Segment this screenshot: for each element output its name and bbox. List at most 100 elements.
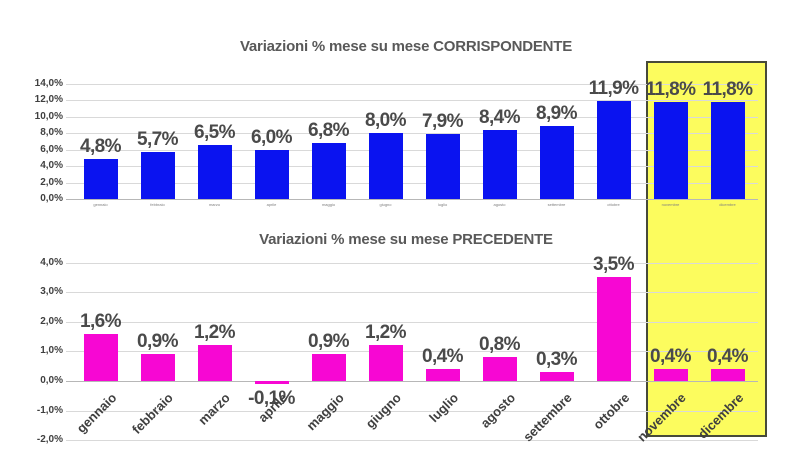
x-axis-label-gennaio: gennaio — [93, 202, 108, 207]
bar-agosto — [482, 129, 517, 199]
data-label-marzo: 1,2% — [194, 322, 236, 344]
x-axis-label-settembre: settembre — [520, 390, 576, 445]
bar-novembre — [653, 369, 688, 381]
gridline — [66, 133, 758, 134]
gridline — [66, 83, 758, 85]
bar-settembre — [539, 125, 574, 199]
x-axis-label-ottobre: ottobre — [607, 202, 620, 207]
x-axis-label-luglio: luglio — [425, 390, 462, 426]
data-label-luglio: 0,4% — [422, 346, 464, 368]
gridline — [66, 262, 758, 264]
x-axis-label-novembre: novembre — [634, 390, 690, 445]
data-label-luglio: 7,9% — [422, 110, 464, 132]
y-axis-tick-label: 0,0% — [40, 193, 63, 204]
gridline — [66, 292, 758, 294]
gridline — [66, 116, 758, 118]
bar-ottobre — [596, 100, 631, 199]
gridline — [66, 149, 758, 151]
bar-maggio — [311, 354, 346, 381]
x-axis-label-febbraio: febbraio — [129, 390, 177, 437]
y-axis-tick-label: 1,0% — [40, 345, 63, 357]
bar-luglio — [425, 133, 460, 199]
bar-ottobre — [596, 277, 631, 381]
chart-title-corrispondente: Variazioni % mese su mese CORRISPONDENTE — [239, 38, 573, 55]
bar-aprile — [254, 381, 289, 384]
chart-title-precedente: Variazioni % mese su mese PRECEDENTE — [259, 231, 553, 248]
x-axis-label-luglio: luglio — [437, 202, 448, 207]
data-label-giugno: 8,0% — [365, 110, 407, 131]
y-axis-tick-label: 2,0% — [40, 176, 63, 188]
y-axis-tick-label: 3,0% — [40, 286, 63, 298]
bar-febbraio — [140, 151, 175, 199]
bar-dicembre — [710, 369, 745, 381]
gridline — [66, 100, 758, 101]
data-label-gennaio: 1,6% — [80, 310, 122, 332]
y-axis-tick-label: 4,0% — [40, 160, 63, 171]
y-axis-tick-label: 14,0% — [34, 77, 63, 89]
gridline — [66, 351, 758, 353]
bar-marzo — [197, 145, 232, 199]
data-label-settembre: 8,9% — [536, 102, 578, 124]
data-label-novembre: 0,4% — [650, 346, 692, 368]
gridline — [66, 199, 758, 200]
x-axis-label-gennaio: gennaio — [73, 390, 120, 436]
y-axis-tick-label: 4,0% — [40, 256, 63, 268]
x-axis-label-agosto: agosto — [493, 202, 506, 207]
y-axis-tick-label: 2,0% — [40, 315, 63, 327]
bar-agosto — [482, 357, 517, 381]
data-label-giugno: 1,2% — [365, 322, 407, 344]
x-axis-label-maggio: maggio — [321, 202, 336, 207]
data-label-aprile: -0,1% — [248, 387, 295, 409]
gridline — [66, 410, 758, 412]
y-axis-tick-label: 0,0% — [40, 375, 63, 386]
bar-settembre — [539, 372, 574, 381]
x-axis-label-febbraio: febbraio — [150, 202, 165, 207]
x-axis-label-novembre: novembre — [661, 202, 680, 207]
gridline — [66, 166, 758, 167]
data-label-settembre: 0,3% — [536, 349, 578, 371]
bar-marzo — [197, 345, 232, 381]
data-label-marzo: 6,5% — [194, 122, 236, 144]
data-label-dicembre: 11,8% — [702, 78, 753, 100]
data-label-maggio: 0,9% — [308, 331, 350, 353]
bar-dicembre — [710, 101, 745, 199]
gridline — [66, 321, 758, 323]
x-axis-label-dicembre: dicembre — [719, 202, 736, 207]
bar-aprile — [254, 149, 289, 199]
data-label-ottobre: 3,5% — [593, 254, 635, 276]
bar-luglio — [425, 369, 460, 381]
y-axis-tick-label: 8,0% — [40, 127, 63, 138]
gridline — [66, 182, 758, 184]
x-axis-label-marzo: marzo — [208, 202, 221, 207]
y-axis-tick-label: -2,0% — [36, 434, 63, 446]
x-axis-label-giugno: giugno — [379, 202, 392, 207]
bar-gennaio — [83, 333, 118, 381]
data-label-aprile: 6,0% — [251, 126, 293, 148]
data-label-agosto: 0,8% — [479, 334, 521, 356]
bar-gennaio — [83, 159, 118, 199]
data-label-febbraio: 5,7% — [137, 128, 179, 150]
y-axis-tick-label: 6,0% — [40, 143, 63, 155]
data-label-dicembre: 0,4% — [707, 346, 749, 368]
data-label-ottobre: 11,9% — [588, 77, 639, 99]
data-label-novembre: 11,8% — [645, 78, 696, 100]
gridline — [66, 381, 758, 382]
data-label-maggio: 6,8% — [308, 119, 350, 141]
data-label-febbraio: 0,9% — [137, 331, 179, 353]
bar-maggio — [311, 142, 346, 199]
y-axis-tick-label: 12,0% — [34, 94, 63, 105]
x-axis-label-settembre: settembre — [547, 202, 566, 207]
x-axis-label-aprile: aprile — [266, 202, 277, 207]
y-axis-tick-label: 10,0% — [34, 110, 63, 122]
y-axis-tick-label: -1,0% — [36, 404, 63, 416]
x-axis-label-dicembre: dicembre — [694, 390, 747, 442]
bar-giugno — [368, 133, 403, 199]
bar-giugno — [368, 345, 403, 381]
bar-febbraio — [140, 354, 175, 381]
gridline — [66, 440, 758, 442]
data-label-agosto: 8,4% — [479, 106, 521, 128]
data-label-gennaio: 4,8% — [80, 136, 122, 158]
bar-novembre — [653, 101, 688, 199]
